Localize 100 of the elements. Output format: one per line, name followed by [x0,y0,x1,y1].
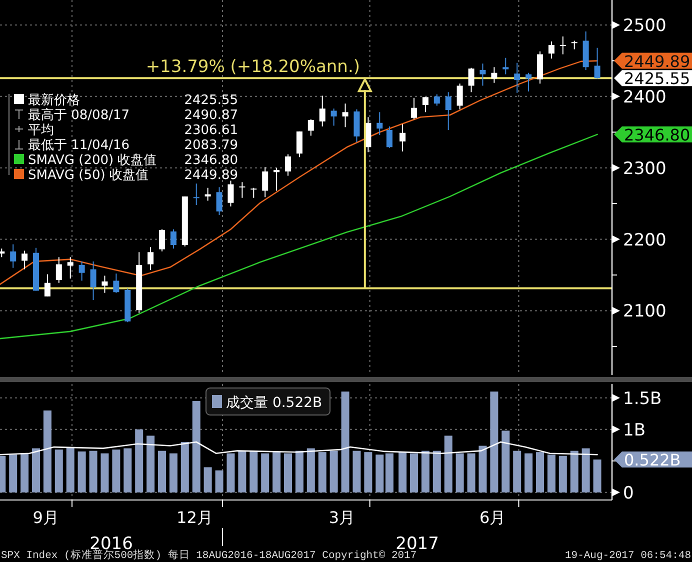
bar [54,450,63,492]
y-tick-label: 2300 [623,158,666,179]
bar [100,453,109,492]
bar [513,450,522,492]
annotation: 平均 [28,123,54,138]
bar [421,450,430,492]
annotation: 2346.80 [624,125,690,144]
bar [112,450,120,492]
candlestick [78,260,85,282]
bar [398,452,407,492]
bar [135,429,144,492]
bar [318,452,326,492]
candlestick [434,94,440,106]
x-tick-label: 12月 [176,508,213,527]
candlestick [422,96,428,113]
bar [192,401,200,492]
candlestick [44,274,50,297]
bar [456,453,464,492]
y-tick-label: 0 [623,483,634,504]
candlestick [319,95,326,127]
candlestick [491,66,498,84]
bar [20,453,29,492]
bar [385,453,394,492]
bar [204,467,212,492]
bar [558,456,567,492]
bar [547,454,556,492]
annotation: 2346.80 [184,153,238,168]
candlestick [90,260,96,300]
line-series [0,441,598,456]
annotation: 2490.87 [184,108,238,123]
candlestick [285,154,291,176]
bar [272,452,281,492]
bar [364,452,372,492]
y-tick-label: 2100 [623,302,666,322]
candlestick [193,183,200,206]
bar [582,448,590,492]
annotation: 2083.79 [184,138,238,153]
x-tick-label: 6月 [479,508,506,527]
bar [524,453,533,492]
candlestick [22,250,28,270]
text: 19-Aug-2017 06:54:48 [564,550,691,562]
candlestick [159,228,165,252]
x-tick-label: 3月 [328,508,356,527]
bar [536,452,544,492]
y-tick-label: 2400 [623,87,666,108]
bar [43,410,52,492]
bar [169,453,178,492]
bar [593,460,602,492]
bar [66,447,74,492]
bar [410,453,418,492]
annotation: 0.522B [624,450,681,470]
candlestick [342,103,348,128]
candlestick [308,118,314,136]
bar [376,454,384,492]
candlestick [102,275,108,294]
bar [9,454,18,492]
bar [295,450,304,492]
bar [570,450,578,492]
y-tick-label: 1.5B [623,388,662,409]
bar [432,450,441,492]
candlestick [204,187,211,202]
candlestick [456,83,463,110]
bar [78,451,86,492]
line-series [0,60,598,285]
candlestick [113,273,120,294]
bar [284,453,292,492]
candlestick [239,182,246,198]
candlestick [274,167,280,192]
annotation: 2425.55 [184,93,238,108]
annotation: 2449.89 [624,52,690,71]
candlestick [594,47,600,80]
candlestick [480,63,486,86]
annotation: +13.79% (+18.20%ann.) [146,57,360,78]
bar [444,436,452,492]
candlestick [445,92,452,130]
annotation: 2449.89 [184,168,238,183]
bar [341,392,350,492]
bar [467,453,476,492]
annotation: 最低于 11/04/16 [28,138,130,153]
bar [261,453,270,492]
bar [124,448,132,492]
bar [352,450,361,492]
bar [180,442,189,492]
legend-label: 最新价格 [28,93,80,108]
bar [215,470,224,492]
candlestick [571,40,578,50]
candlestick [262,166,268,198]
legend-label: SMAVG (50) 收盘值 [28,168,148,183]
bar [226,453,235,492]
candlestick [296,130,302,158]
candlestick [228,180,234,207]
bar [502,430,510,492]
candlestick [170,228,176,250]
y-tick-label: 1B [623,420,646,440]
candlestick [502,57,509,75]
annotation: 2425.55 [624,69,690,88]
legend-label: SMAVG (200) 收盘值 [28,153,157,168]
bar [32,448,40,492]
bar [478,446,487,492]
bar [330,450,338,492]
